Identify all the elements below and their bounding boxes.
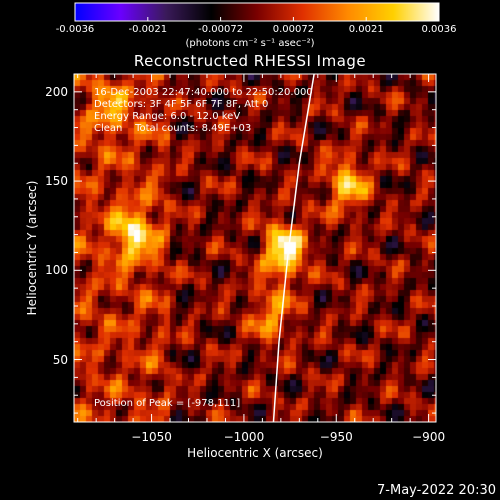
colorbar [74,2,440,22]
colorbar-tick-label: -0.0036 [55,24,95,35]
y-tick-label: 100 [45,263,68,278]
info-total-counts: Clean Total counts: 8.49E+03 [94,123,252,134]
x-tick-label: −900 [412,430,446,444]
info-time-range: 16-Dec-2003 22:47:40.000 to 22:50:20.000 [94,87,313,98]
y-tick-label: 200 [45,84,68,99]
info-detectors: Detectors: 3F 4F 5F 6F 7F 8F, Att 0 [94,99,269,110]
timestamp: 7-May-2022 20:30 [377,483,496,498]
y-tick-label: 150 [45,174,68,189]
x-tick-label: −1000 [223,430,265,444]
x-tick-label: −1050 [131,430,172,444]
colorbar-tick-label: -0.00072 [198,24,244,35]
peak-position-label: Position of Peak = [-978,111] [94,398,241,409]
colorbar-units: (photons cm⁻² s⁻¹ asec⁻²) [185,38,315,49]
y-axis-label: Heliocentric Y (arcsec) [25,180,39,316]
axis-ticks [74,73,436,422]
plot-area [74,74,436,422]
colorbar-tick-label: 0.00072 [272,24,315,35]
colorbar-gradient [74,2,440,22]
plot-frame [73,73,437,423]
chart-title: Reconstructed RHESSI Image [133,52,367,70]
heatmap-image [74,74,436,422]
info-energy-range: Energy Range: 6.0 - 12.0 keV [94,111,241,122]
colorbar-tick-label: -0.0021 [128,24,168,35]
y-tick-label: 50 [52,352,68,367]
solar-limb-curve [272,73,315,423]
colorbar-tick-label: 0.0021 [348,24,384,35]
colorbar-tick-label: 0.0036 [421,24,457,35]
x-axis-label: Heliocentric X (arcsec) [187,446,323,460]
x-tick-label: −950 [319,430,353,444]
